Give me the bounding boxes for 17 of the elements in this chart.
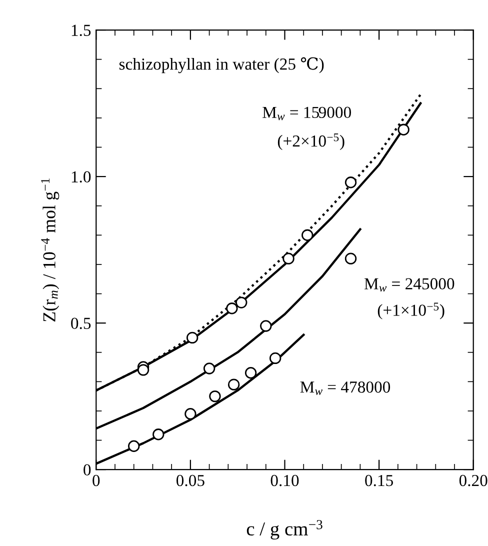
annotation: (+2×10$^{−5}$) [278,134,344,150]
y-tick-label: 1.5 [72,24,91,36]
x-tick-label: 0.20 [459,474,488,486]
y-tick-label: 0 [84,464,91,476]
annotation: M$_{w}$ = 245000 [364,278,454,292]
y-tick-label: 0.5 [71,318,91,330]
x-tick-label: 0.10 [270,474,299,486]
x-axis-title: c / g cm$^{−3}$ [246,520,322,540]
annotation: schizophyllan in water (25 ℃) [119,57,324,74]
annotation: M$_{w}$ = 478000 [300,381,390,395]
x-tick-label: 0.05 [176,474,204,486]
x-tick-label: 0.15 [365,474,393,486]
annotation: M$_{w}$ = 159000 [262,106,351,120]
annotation: (+1×10$^{−5}$) [378,302,444,320]
x-tick-label: 0 [92,474,100,486]
y-tick-label: 1.0 [72,171,91,183]
y-axis-title: Z(r$_{m}$) / 10$^{−4}$ mol g$^{−1}$ [41,178,60,322]
